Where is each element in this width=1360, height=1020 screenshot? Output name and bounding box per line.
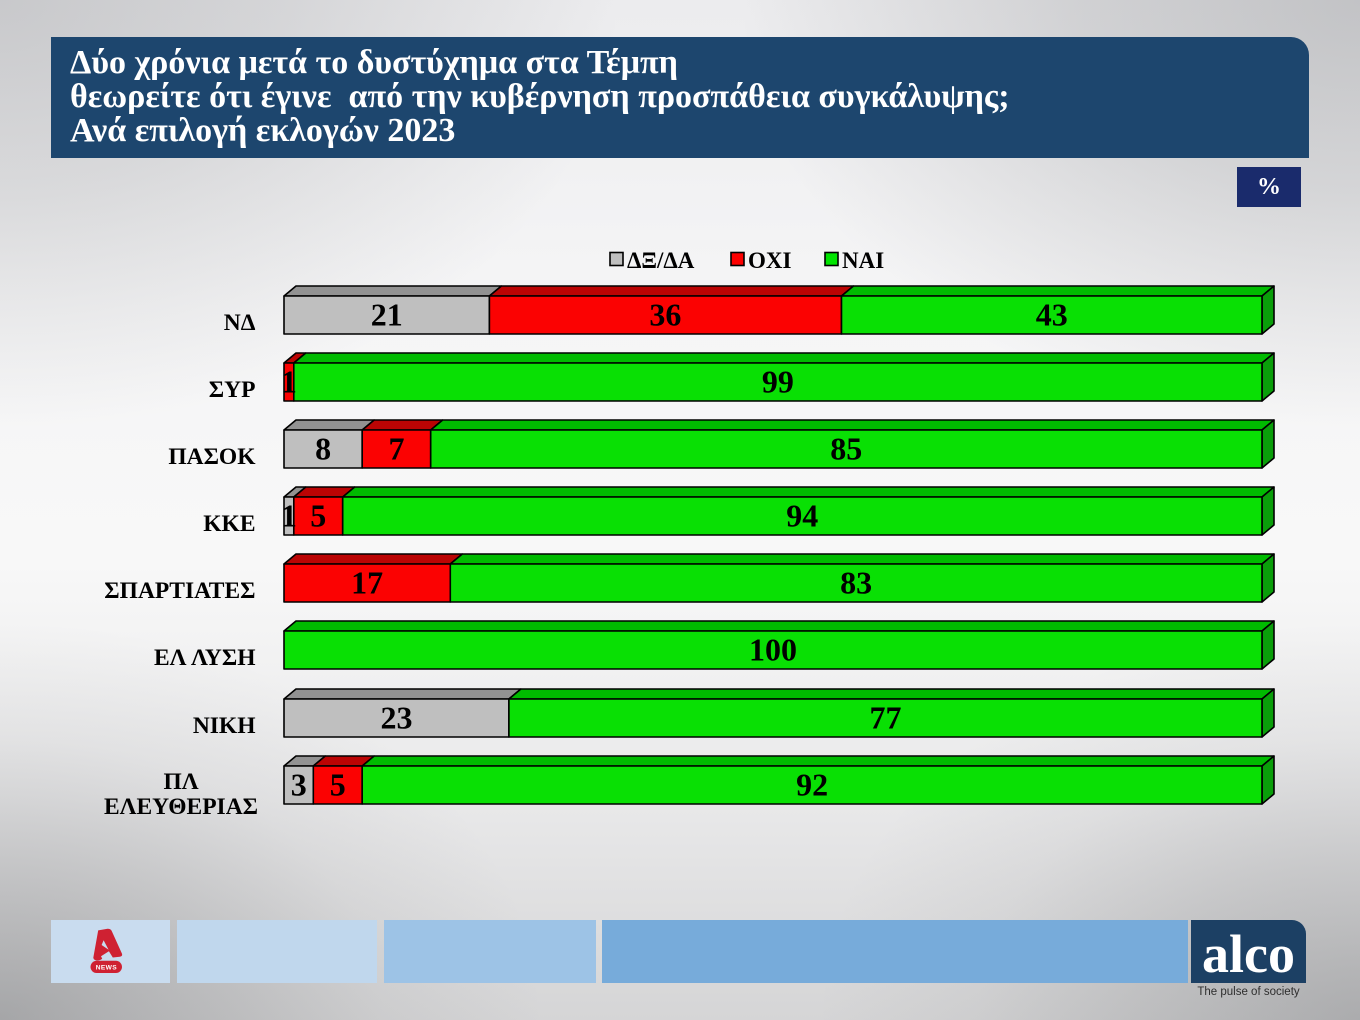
svg-text:43: 43: [1036, 297, 1068, 333]
svg-text:ΝΙΚΗ: ΝΙΚΗ: [193, 713, 256, 739]
svg-text:77: 77: [870, 700, 902, 736]
svg-text:94: 94: [786, 498, 818, 534]
svg-text:92: 92: [796, 767, 828, 803]
svg-text:5: 5: [310, 498, 326, 534]
svg-text:ΔΞ/ΔΑ: ΔΞ/ΔΑ: [627, 248, 695, 273]
svg-text:1: 1: [281, 498, 297, 534]
svg-text:99: 99: [762, 364, 794, 400]
svg-text:NEWS: NEWS: [96, 965, 118, 972]
svg-text:ΕΛΕΥΘΕΡΙΑΣ: ΕΛΕΥΘΕΡΙΑΣ: [104, 794, 258, 820]
svg-text:7: 7: [389, 431, 405, 467]
svg-text:21: 21: [371, 297, 403, 333]
svg-text:3: 3: [291, 767, 307, 803]
svg-text:ΟΧΙ: ΟΧΙ: [748, 248, 792, 273]
svg-text:ΣΠΑΡΤΙΑΤΕΣ: ΣΠΑΡΤΙΑΤΕΣ: [104, 578, 255, 604]
svg-text:36: 36: [649, 297, 681, 333]
svg-text:ΕΛ ΛΥΣΗ: ΕΛ ΛΥΣΗ: [154, 645, 256, 671]
svg-text:5: 5: [330, 767, 346, 803]
svg-text:ΣΥΡ: ΣΥΡ: [209, 377, 256, 403]
svg-text:ΝΔ: ΝΔ: [224, 310, 256, 336]
svg-text:ΚΚΕ: ΚΚΕ: [203, 511, 255, 537]
svg-text:23: 23: [381, 700, 413, 736]
svg-text:100: 100: [749, 632, 797, 668]
svg-text:1: 1: [281, 364, 297, 400]
svg-text:ΝΑΙ: ΝΑΙ: [842, 248, 884, 273]
svg-text:ΠΛ: ΠΛ: [163, 769, 198, 795]
svg-text:ΠΑΣΟΚ: ΠΑΣΟΚ: [168, 444, 256, 470]
svg-text:8: 8: [315, 431, 331, 467]
svg-text:83: 83: [840, 565, 872, 601]
svg-text:85: 85: [830, 431, 862, 467]
svg-text:17: 17: [351, 565, 383, 601]
